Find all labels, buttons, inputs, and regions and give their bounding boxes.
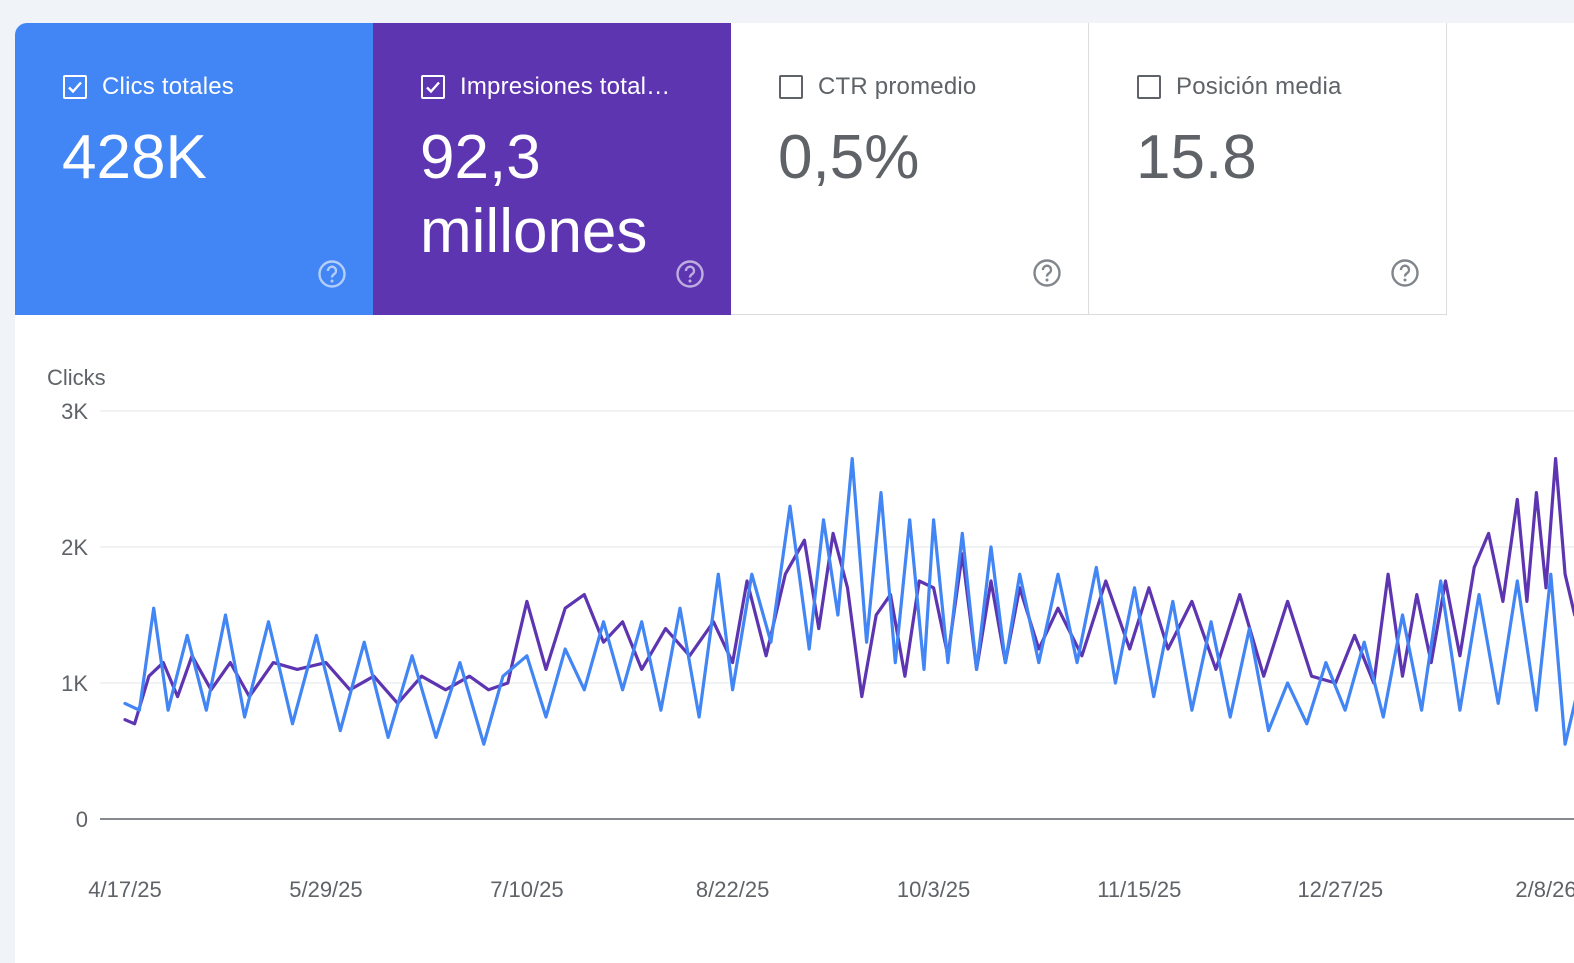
x-tick-label: 5/29/25 [289,877,362,902]
metric-value-position: 15.8 [1136,123,1257,192]
checkbox-empty-icon[interactable] [1137,75,1161,99]
help-circle-icon[interactable] [317,259,347,289]
x-tick-label: 7/10/25 [490,877,563,902]
y-tick-label: 2K [61,535,88,560]
y-tick-label: 1K [61,671,88,696]
metric-card-ctr[interactable]: CTR promedio 0,5% [731,23,1089,315]
metric-label-ctr: CTR promedio [818,73,977,100]
series-line-1 [123,457,1574,746]
performance-panel: Clics totales 428K Impresiones total… 92… [15,23,1574,963]
help-circle-icon[interactable] [1390,258,1420,288]
x-tick-label: 12/27/25 [1297,877,1383,902]
checkbox-checked-icon[interactable] [63,75,87,99]
metric-label-clicks: Clics totales [102,73,234,100]
metric-card-impressions[interactable]: Impresiones total… 92,3 millones [373,23,731,315]
metric-card-position[interactable]: Posición media 15.8 [1089,23,1447,315]
y-axis-label: Clicks [47,365,106,390]
metric-cards: Clics totales 428K Impresiones total… 92… [15,23,1449,315]
help-circle-icon[interactable] [675,259,705,289]
clicks-chart-area: Clicks 0 1K 2K 3K 4/17/25 5/29/25 7/10/25 8/22/2… [15,315,1574,963]
x-tick-label: 4/17/25 [88,877,161,902]
metric-label-position: Posición media [1176,73,1342,100]
x-tick-label: 2/8/26 [1515,877,1574,902]
metric-value-clicks: 428K [62,123,207,192]
checkbox-empty-icon[interactable] [779,75,803,99]
metric-label-impressions: Impresiones total… [460,73,671,100]
y-tick-label: 3K [61,399,88,424]
x-tick-label: 8/22/25 [696,877,769,902]
metric-value-ctr: 0,5% [778,123,920,192]
y-tick-label: 0 [76,807,88,832]
help-circle-icon[interactable] [1032,258,1062,288]
clicks-line-chart[interactable]: Clicks 0 1K 2K 3K 4/17/25 5/29/25 7/10/25 8/22/2… [15,315,1574,963]
x-tick-label: 10/3/25 [897,877,970,902]
metric-card-clicks[interactable]: Clics totales 428K [15,23,373,315]
metric-value-impressions: 92,3 millones [420,123,648,266]
x-tick-label: 11/15/25 [1097,877,1181,902]
checkbox-checked-icon[interactable] [421,75,445,99]
